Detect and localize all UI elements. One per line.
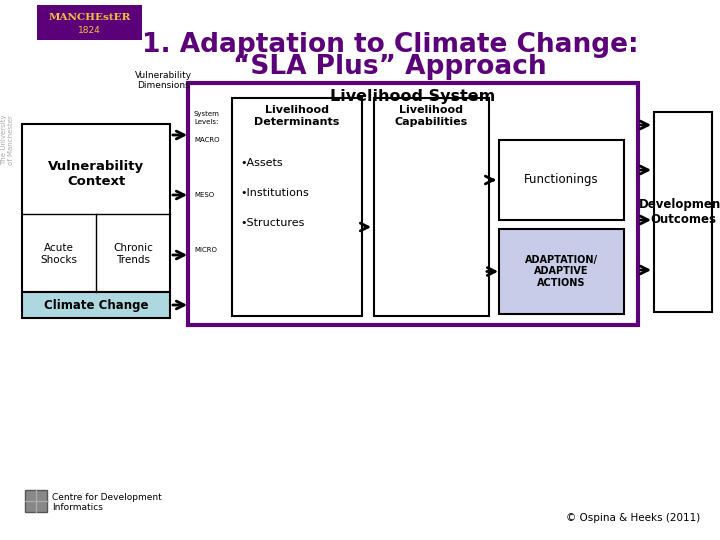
Text: Livelihood System: Livelihood System bbox=[330, 89, 495, 104]
Text: “SLA Plus” Approach: “SLA Plus” Approach bbox=[233, 54, 546, 80]
Bar bbox=[188, 83, 638, 325]
Text: 1824: 1824 bbox=[78, 26, 101, 35]
Bar bbox=[22, 124, 170, 292]
Bar bbox=[374, 98, 489, 316]
Bar bbox=[232, 98, 362, 316]
Text: The University
of Manchester: The University of Manchester bbox=[1, 114, 14, 165]
Text: Centre for Development: Centre for Development bbox=[52, 492, 162, 502]
Text: MICRO: MICRO bbox=[194, 247, 217, 253]
Text: 1. Adaptation to Climate Change:: 1. Adaptation to Climate Change: bbox=[142, 32, 639, 58]
Text: Acute
Shocks: Acute Shocks bbox=[40, 243, 78, 265]
Text: Functionings: Functionings bbox=[524, 173, 599, 186]
Text: •Institutions: •Institutions bbox=[240, 188, 309, 198]
Bar bbox=[499, 140, 624, 220]
Text: System
Levels:: System Levels: bbox=[194, 111, 220, 125]
Text: MESO: MESO bbox=[194, 192, 214, 198]
Text: Livelihood
Capabilities: Livelihood Capabilities bbox=[395, 105, 468, 127]
Text: MANCHEstER: MANCHEstER bbox=[48, 13, 131, 22]
Text: Development
Outcomes: Development Outcomes bbox=[639, 198, 720, 226]
Bar bbox=[499, 229, 624, 314]
Text: ADAPTATION/
ADAPTIVE
ACTIONS: ADAPTATION/ ADAPTIVE ACTIONS bbox=[525, 255, 598, 288]
Text: Vulnerability
Context: Vulnerability Context bbox=[48, 160, 144, 188]
Text: Climate Change: Climate Change bbox=[44, 299, 148, 312]
Text: Chronic
Trends: Chronic Trends bbox=[113, 243, 153, 265]
Bar bbox=[37, 5, 142, 40]
Text: Informatics: Informatics bbox=[52, 503, 103, 511]
Text: © Ospina & Heeks (2011): © Ospina & Heeks (2011) bbox=[566, 513, 700, 523]
Text: MACRO: MACRO bbox=[194, 137, 220, 143]
Text: Vulnerability
Dimensions: Vulnerability Dimensions bbox=[135, 71, 192, 90]
Text: •Structures: •Structures bbox=[240, 218, 305, 228]
Text: Livelihood
Determinants: Livelihood Determinants bbox=[254, 105, 340, 127]
Text: •Assets: •Assets bbox=[240, 158, 283, 168]
Bar bbox=[654, 112, 712, 312]
Bar bbox=[22, 292, 170, 318]
Bar bbox=[25, 490, 47, 512]
